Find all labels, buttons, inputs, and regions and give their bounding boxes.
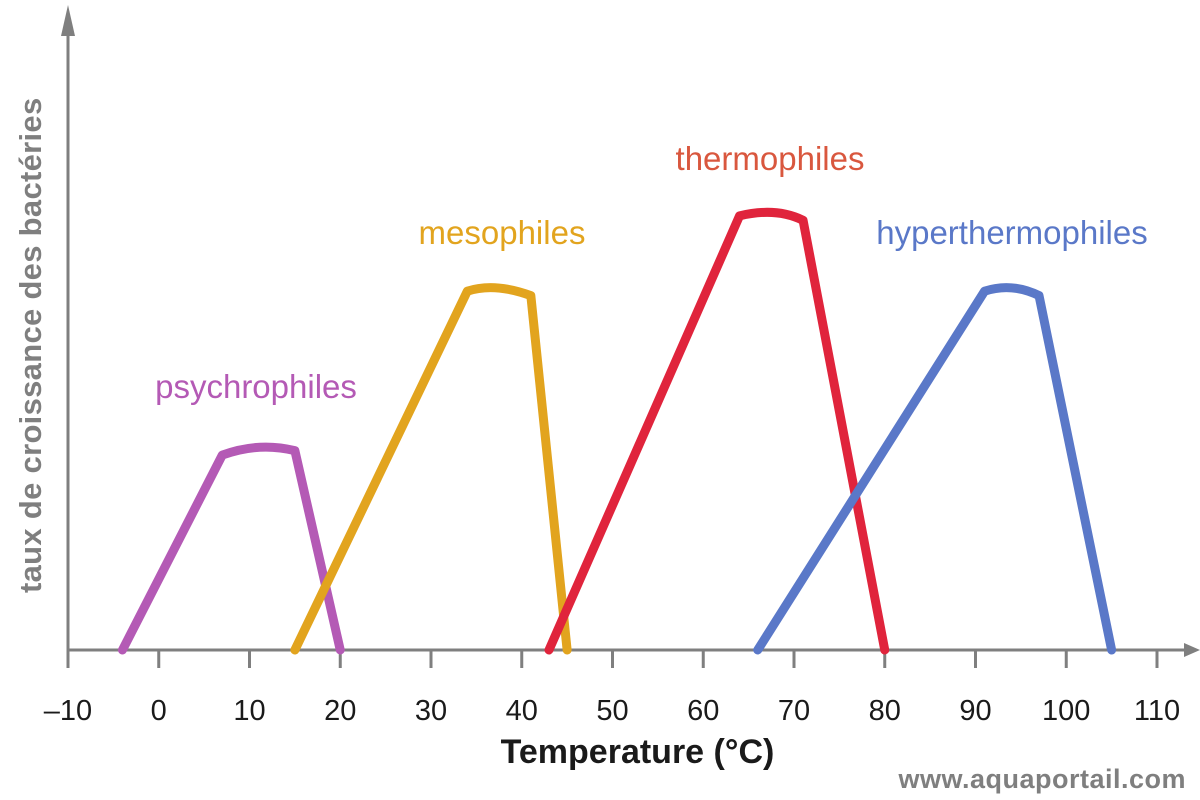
- x-tick-label: 0: [151, 695, 167, 727]
- series-line-thermophiles: [544, 207, 890, 655]
- series-group: psychrophiles mesophiles thermophiles hyper…: [117, 140, 1148, 655]
- watermark: www.aquaportail.com: [898, 764, 1186, 794]
- x-tick-label: 110: [1134, 695, 1180, 727]
- x-tick-label: 90: [959, 695, 991, 727]
- x-axis-arrow: [1184, 643, 1200, 657]
- x-tick-label: –10: [44, 695, 92, 727]
- x-tick-label: 50: [596, 695, 628, 727]
- series-line-psychrophiles: [117, 442, 345, 655]
- x-tick-label: 80: [869, 695, 901, 727]
- series-line-mesophiles: [290, 283, 572, 655]
- series-label-psychrophiles: psychrophiles: [155, 368, 357, 405]
- x-tick-label: 10: [233, 695, 265, 727]
- x-tick-label: 20: [324, 695, 356, 727]
- series-label-mesophiles: mesophiles: [419, 214, 586, 251]
- series-label-hyperthermophiles: hyperthermophiles: [876, 214, 1147, 251]
- series-line-hyperthermophiles: [753, 283, 1117, 655]
- x-tick-label: 30: [415, 695, 447, 727]
- x-tick-label: 100: [1042, 695, 1090, 727]
- x-axis: [68, 643, 1200, 657]
- x-tick-label: 70: [778, 695, 810, 727]
- series-label-thermophiles: thermophiles: [676, 140, 865, 177]
- x-ticks: –10 0 10 20 30 40 50 60 70 80 90 100 110: [44, 650, 1180, 727]
- y-axis-label: taux de croissance des bactéries: [13, 97, 48, 593]
- y-axis-arrow: [61, 5, 75, 36]
- y-axis: [61, 5, 75, 650]
- x-tick-label: 60: [687, 695, 719, 727]
- x-tick-label: 40: [506, 695, 538, 727]
- x-axis-label: Temperature (°C): [500, 733, 775, 771]
